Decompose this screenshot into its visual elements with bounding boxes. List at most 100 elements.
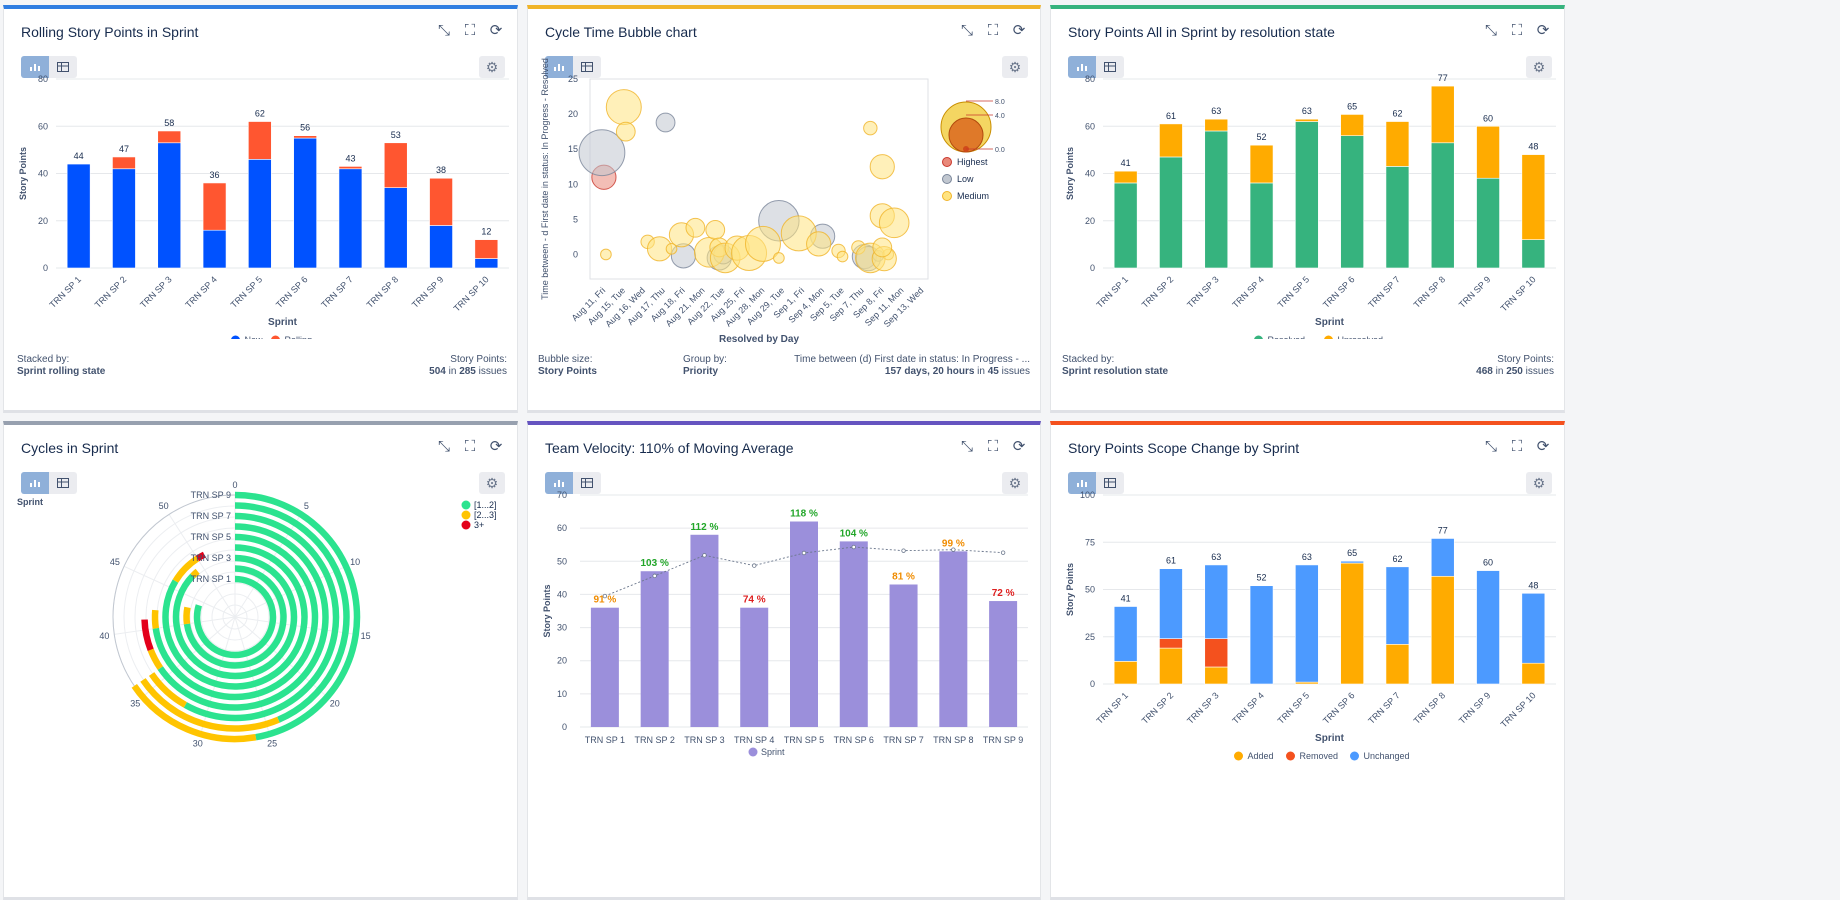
settings-gear-icon[interactable]: ⚙	[1526, 56, 1552, 78]
view-toggle	[545, 472, 601, 494]
bar-segment	[248, 121, 272, 160]
fullscreen-icon[interactable]: ⛶	[1511, 437, 1523, 455]
angle-tick-label: 30	[193, 739, 203, 749]
bar-total-label: 47	[119, 144, 129, 154]
refresh-icon[interactable]: ⟳	[1012, 22, 1026, 39]
y-tick-label: 20	[1085, 216, 1095, 226]
chart-view-icon[interactable]	[1068, 472, 1096, 494]
legend-label: Sprint	[761, 747, 785, 757]
panel-resolution-state: Story Points All in Sprint by resolution…	[1050, 5, 1565, 413]
radial-bar-segment	[162, 544, 308, 690]
settings-gear-icon[interactable]: ⚙	[1526, 472, 1552, 494]
bar-segment	[1521, 592, 1546, 664]
settings-gear-icon[interactable]: ⚙	[1002, 56, 1028, 78]
y-tick-label: 50	[1085, 585, 1095, 595]
collapse-icon[interactable]: ⤡	[437, 437, 450, 455]
panel-header-actions: ⤡ ⛶ ⟳	[435, 437, 505, 456]
x-tick-label: TRN SP 5	[784, 735, 824, 745]
bar-total-label: 60	[1483, 558, 1493, 568]
table-view-icon[interactable]	[49, 56, 77, 78]
fullscreen-icon[interactable]: ⛶	[1511, 21, 1523, 39]
bar-total-label: 77	[1438, 73, 1448, 83]
radial-bar-segment	[183, 565, 287, 669]
settings-gear-icon[interactable]: ⚙	[479, 56, 505, 78]
chart-view-icon[interactable]	[545, 472, 573, 494]
table-view-icon[interactable]	[1096, 472, 1124, 494]
table-view-icon[interactable]	[49, 472, 77, 494]
angle-tick-label: 15	[361, 631, 371, 641]
legend-marker	[1254, 335, 1263, 339]
chart-view-icon[interactable]	[545, 56, 573, 78]
bar-segment	[1476, 125, 1500, 179]
x-axis-label: Sprint	[1315, 733, 1345, 744]
bar-segment	[1113, 170, 1138, 184]
chart-view-icon[interactable]	[1068, 56, 1096, 78]
bar-total-label: 63	[1302, 552, 1312, 562]
fullscreen-icon[interactable]: ⛶	[464, 21, 476, 39]
y-axis-label: Story Points	[542, 584, 552, 637]
table-view-icon[interactable]	[573, 56, 601, 78]
bubble-point	[705, 219, 726, 240]
percent-label: 72 %	[992, 588, 1015, 599]
settings-gear-icon[interactable]: ⚙	[479, 472, 505, 494]
table-view-icon[interactable]	[1096, 56, 1124, 78]
bar-total-label: 63	[1211, 552, 1221, 562]
legend-marker	[942, 191, 952, 201]
footer-time-between: Time between (d) First date in status: I…	[794, 354, 1030, 378]
radial-bar-segment	[152, 533, 319, 701]
x-tick-label: TRN SP 7	[1366, 690, 1402, 726]
refresh-icon[interactable]: ⟳	[1012, 438, 1026, 455]
bar-segment	[1430, 85, 1455, 144]
bar-total-label: 60	[1483, 113, 1493, 123]
y-tick-label: 25	[568, 74, 578, 84]
footer-issues: 250	[1506, 366, 1523, 377]
collapse-icon[interactable]: ⤡	[1484, 437, 1497, 455]
collapse-icon[interactable]: ⤡	[437, 21, 450, 39]
settings-gear-icon[interactable]: ⚙	[1002, 472, 1028, 494]
bar-total-label: 61	[1166, 556, 1176, 566]
y-tick-label: 50	[557, 556, 567, 566]
chart-view-icon[interactable]	[21, 472, 49, 494]
refresh-icon[interactable]: ⟳	[489, 438, 503, 455]
legend-marker	[748, 747, 758, 757]
fullscreen-icon[interactable]: ⛶	[464, 437, 476, 455]
collapse-icon[interactable]: ⤡	[960, 21, 973, 39]
x-axis-label: Sprint	[1315, 317, 1345, 328]
legend-label: Resolved	[1268, 335, 1306, 339]
bar-segment	[1204, 564, 1229, 639]
x-tick-label: TRN SP 1	[1094, 274, 1130, 310]
fullscreen-icon[interactable]: ⛶	[987, 21, 999, 39]
refresh-icon[interactable]: ⟳	[1536, 438, 1550, 455]
collapse-icon[interactable]: ⤡	[1484, 21, 1497, 39]
percent-label: 99 %	[942, 538, 965, 549]
chart-view-icon[interactable]	[21, 56, 49, 78]
bar-segment	[383, 187, 408, 269]
radial-bar-segment	[151, 609, 160, 629]
collapse-icon[interactable]: ⤡	[960, 437, 973, 455]
bubble-point	[869, 154, 895, 180]
bubble-point	[615, 121, 636, 142]
velocity-bar	[690, 534, 719, 727]
x-tick-label: TRN SP 7	[1366, 274, 1402, 310]
refresh-icon[interactable]: ⟳	[1536, 22, 1550, 39]
bar-segment	[1430, 538, 1455, 577]
x-tick-label: TRN SP 4	[734, 735, 774, 745]
angle-tick-label: 35	[130, 698, 140, 708]
refresh-icon[interactable]: ⟳	[489, 22, 503, 39]
bubble-point	[685, 217, 706, 238]
legend-label: New	[245, 335, 264, 339]
table-view-icon[interactable]	[573, 472, 601, 494]
velocity-bar	[740, 607, 769, 727]
bar-segment	[338, 166, 363, 170]
radial-bar-segment	[141, 619, 154, 652]
bubble-point	[744, 225, 781, 262]
fullscreen-icon[interactable]: ⛶	[987, 437, 999, 455]
footer-value: Sprint rolling state	[17, 366, 106, 377]
footer-label: Stacked by:	[1062, 354, 1115, 365]
bar-segment	[474, 258, 499, 269]
category-label: TRN SP 5	[191, 532, 231, 542]
bar-segment	[1204, 130, 1229, 269]
radial-bar-segment	[183, 606, 191, 625]
footer-total: 157 days, 20 hours	[884, 366, 975, 377]
footer-stacked-by: Stacked by: Sprint rolling state	[17, 354, 105, 378]
